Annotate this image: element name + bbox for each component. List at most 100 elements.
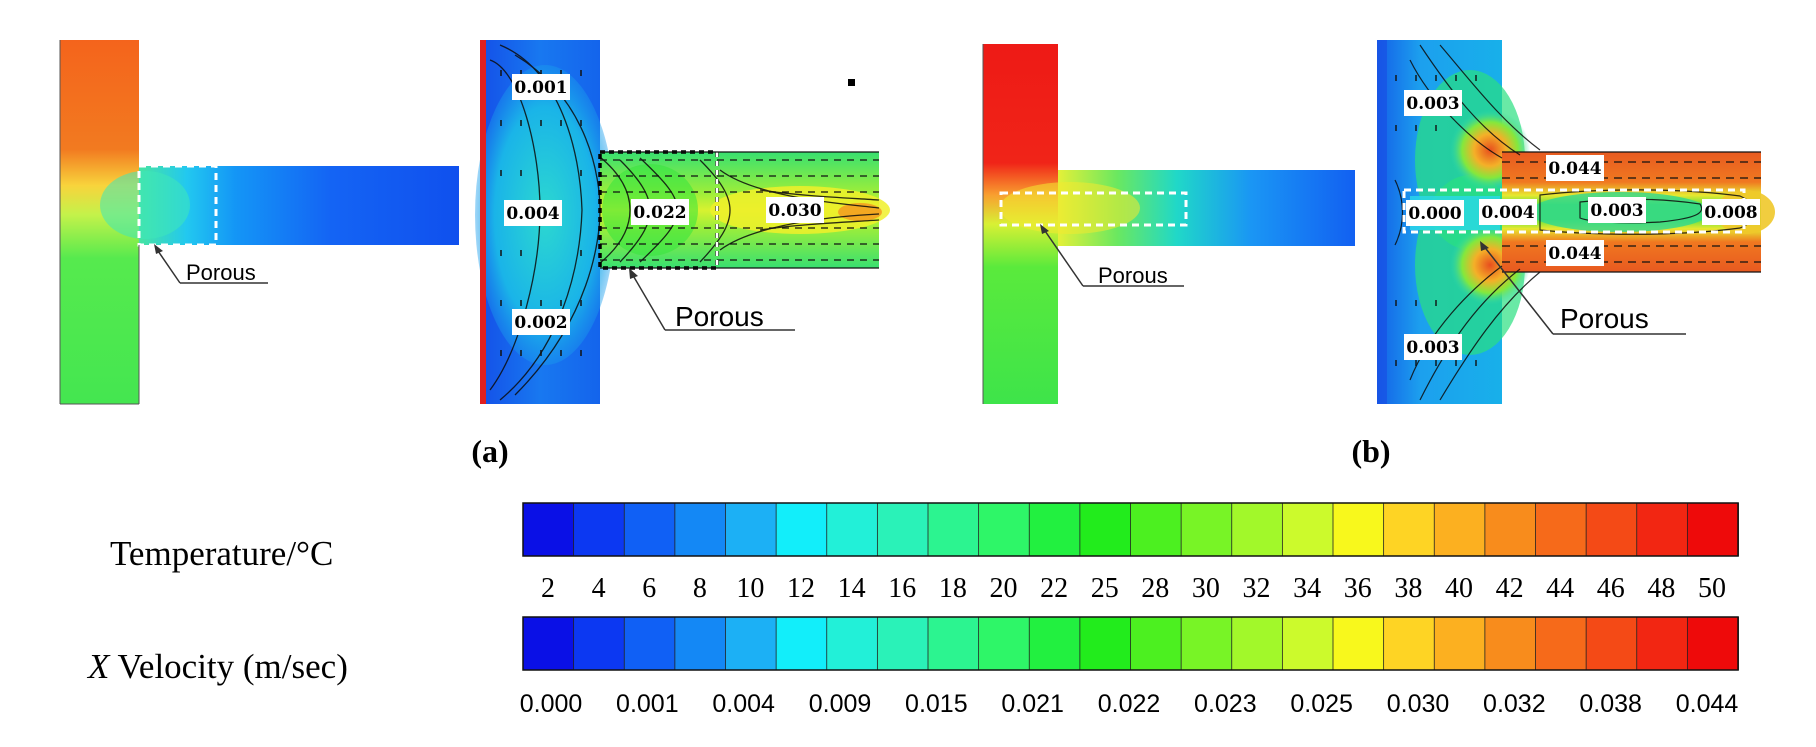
color-swatch	[876, 616, 929, 671]
color-swatch	[1484, 616, 1537, 671]
color-swatch	[1383, 502, 1436, 557]
color-swatch	[1433, 616, 1486, 671]
temperature-color-bar	[522, 502, 1739, 557]
color-swatch	[1535, 502, 1588, 557]
svg-text:0.003: 0.003	[1590, 201, 1643, 221]
scale-tick-label: 4	[592, 573, 606, 604]
color-swatch	[1130, 502, 1183, 557]
scale-tick-label: 10	[736, 573, 764, 604]
panel-b-contour-label: 0.044	[1546, 155, 1604, 181]
panel-a-temperature-callout-leader	[155, 247, 181, 284]
scale-tick-label: 12	[787, 573, 815, 604]
panel-b-contour-label: 0.003	[1404, 90, 1462, 116]
panel-a-velocity-callout-leader	[630, 271, 666, 331]
svg-text:0.004: 0.004	[1481, 203, 1534, 223]
color-swatch	[927, 502, 980, 557]
color-swatch	[725, 616, 778, 671]
scale-tick-label: 30	[1192, 573, 1220, 604]
scale-tick-label: 0.023	[1194, 690, 1257, 718]
color-swatch	[775, 616, 828, 671]
scale-tick-label: 28	[1141, 573, 1169, 604]
svg-text:0.030: 0.030	[768, 201, 821, 221]
svg-text:0.004: 0.004	[506, 204, 559, 224]
panel-b-contour-label: 0.008	[1702, 199, 1760, 225]
temperature-scale-title: Temperature/°C	[110, 534, 333, 573]
panel-a-temperature-contour: Porous	[59, 40, 459, 405]
color-swatch	[1686, 502, 1739, 557]
scale-tick-label: 0.000	[520, 690, 583, 718]
color-bar-frame	[522, 616, 1739, 671]
color-swatch	[1585, 616, 1638, 671]
color-swatch	[1585, 502, 1638, 557]
scale-tick-label: 0.032	[1483, 690, 1546, 718]
color-swatch	[674, 616, 727, 671]
panel-b-temperature-callout: Porous	[1098, 263, 1168, 288]
color-swatch	[1686, 616, 1739, 671]
color-swatch	[674, 502, 727, 557]
svg-text:0.044: 0.044	[1548, 244, 1601, 264]
color-swatch	[978, 616, 1031, 671]
panel-b-velocity-contour: 0.003 0.044 0.000 0.004 0.003 0.008 0.04…	[1377, 40, 1775, 404]
scale-tick-label: 0.025	[1290, 690, 1353, 718]
svg-text:0.002: 0.002	[514, 313, 567, 333]
color-swatch	[725, 502, 778, 557]
color-swatch	[1281, 502, 1334, 557]
panel-a-contour-label: 0.001	[512, 74, 570, 100]
color-swatch	[826, 502, 879, 557]
temperature-scale-ticks: 2 4 6 8 10 12 14 16 18 20 22 25 28 30 32 34 36 38 40 42 44 46…	[541, 573, 1726, 604]
scale-tick-label: 22	[1040, 573, 1068, 604]
panel-a-porous-zone	[137, 164, 218, 247]
svg-text:0.000: 0.000	[1408, 204, 1461, 224]
scale-tick-label: 0.001	[616, 690, 679, 718]
color-swatch	[1636, 616, 1689, 671]
scale-tick-label: 48	[1647, 573, 1675, 604]
scale-tick-label: 2	[541, 573, 555, 604]
panel-b-temperature-callout-leader	[1042, 227, 1084, 287]
scale-tick-label: 25	[1091, 573, 1119, 604]
scale-tick-label: 36	[1344, 573, 1372, 604]
color-swatch	[623, 502, 676, 557]
panel-a-temperature-callout: Porous	[186, 260, 256, 285]
scale-tick-label: 44	[1546, 573, 1574, 604]
color-swatch	[1636, 502, 1689, 557]
scale-tick-label: 0.030	[1387, 690, 1450, 718]
scale-tick-label: 0.015	[905, 690, 968, 718]
svg-text:0.003: 0.003	[1406, 94, 1459, 114]
color-swatch	[1028, 616, 1081, 671]
svg-text:0.022: 0.022	[633, 203, 686, 223]
color-swatch	[1332, 616, 1385, 671]
velocity-color-bar	[522, 616, 1739, 671]
color-swatch	[1180, 502, 1233, 557]
panel-a-velocity-callout: Porous	[675, 301, 764, 332]
color-swatch	[1484, 502, 1537, 557]
color-swatch	[522, 502, 575, 557]
scale-tick-label: 16	[888, 573, 916, 604]
color-swatch	[1130, 616, 1183, 671]
panel-b-velocity-callout-leader	[1482, 244, 1554, 335]
scale-tick-label: 42	[1496, 573, 1524, 604]
panel-b-contour-label: 0.044	[1546, 240, 1604, 266]
panel-b-velocity-callout: Porous	[1560, 303, 1649, 334]
panel-a-velocity-contour: 0.001 0.004 0.002 0.022 0.030 Porous	[475, 40, 890, 404]
color-swatch	[876, 502, 929, 557]
color-swatch	[826, 616, 879, 671]
scale-tick-label: 40	[1445, 573, 1473, 604]
panel-a-contour-label: 0.030	[766, 197, 824, 223]
svg-text:0.044: 0.044	[1548, 159, 1601, 179]
panel-b-contour-label: 0.003	[1588, 197, 1646, 223]
panel-b-contour-label: 0.003	[1404, 334, 1462, 360]
color-swatch	[522, 616, 575, 671]
scale-tick-label: 18	[939, 573, 967, 604]
scale-tick-label: 0.038	[1579, 690, 1642, 718]
panel-a-label: (a)	[471, 433, 508, 469]
color-swatch	[775, 502, 828, 557]
scale-tick-label: 0.009	[809, 690, 872, 718]
color-swatch	[1180, 616, 1233, 671]
color-swatch	[1079, 502, 1132, 557]
svg-text:0.008: 0.008	[1704, 203, 1757, 223]
scale-tick-label: 8	[693, 573, 707, 604]
scale-tick-label: 50	[1698, 573, 1726, 604]
color-swatch	[1231, 502, 1284, 557]
color-swatch	[573, 616, 626, 671]
